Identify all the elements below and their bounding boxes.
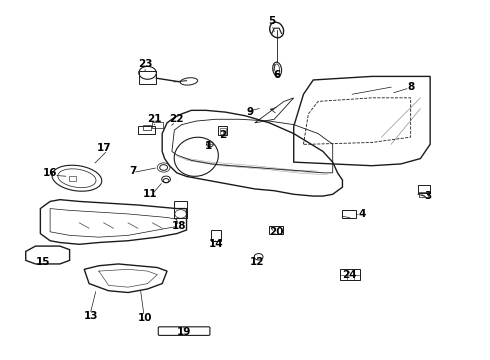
Text: 13: 13 bbox=[84, 311, 99, 321]
Text: 15: 15 bbox=[36, 257, 50, 267]
Text: 23: 23 bbox=[138, 59, 152, 69]
Text: 2: 2 bbox=[220, 130, 227, 140]
Bar bbox=[139, 71, 156, 84]
Text: 7: 7 bbox=[129, 166, 137, 176]
Bar bbox=[143, 125, 151, 130]
Text: 18: 18 bbox=[172, 221, 187, 231]
Text: 19: 19 bbox=[177, 327, 191, 337]
Text: 17: 17 bbox=[97, 143, 111, 153]
Text: 6: 6 bbox=[273, 69, 280, 80]
Text: 11: 11 bbox=[143, 189, 157, 199]
Text: 5: 5 bbox=[268, 16, 275, 26]
Text: 21: 21 bbox=[147, 114, 162, 124]
Text: 3: 3 bbox=[424, 191, 431, 201]
Text: 8: 8 bbox=[407, 82, 414, 92]
Text: 20: 20 bbox=[270, 227, 284, 237]
Bar bbox=[218, 126, 227, 135]
Text: 16: 16 bbox=[43, 168, 57, 178]
Bar bbox=[419, 192, 428, 197]
Bar bbox=[174, 202, 187, 217]
Bar bbox=[211, 230, 220, 241]
Text: 1: 1 bbox=[205, 141, 212, 151]
Bar bbox=[220, 128, 225, 134]
Bar bbox=[69, 176, 76, 181]
Bar bbox=[340, 269, 361, 280]
Bar bbox=[418, 185, 430, 193]
Text: 4: 4 bbox=[358, 209, 366, 219]
Bar bbox=[270, 226, 283, 234]
Text: 22: 22 bbox=[170, 114, 184, 124]
Bar bbox=[152, 122, 163, 128]
Text: 12: 12 bbox=[250, 257, 265, 267]
Bar bbox=[138, 126, 155, 134]
Text: 9: 9 bbox=[246, 107, 253, 117]
Text: 24: 24 bbox=[343, 270, 357, 280]
Text: 14: 14 bbox=[208, 239, 223, 249]
Text: 10: 10 bbox=[138, 312, 152, 323]
Bar bbox=[343, 210, 356, 217]
